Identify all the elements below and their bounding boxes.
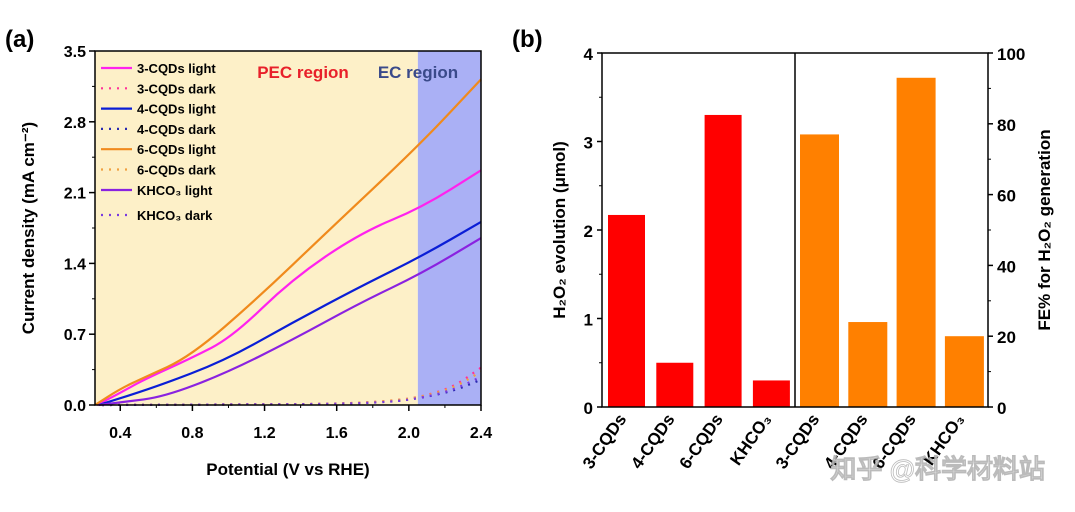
- category-label: KHCO₃: [726, 410, 775, 468]
- right-y-tick-label: 20: [997, 328, 1016, 347]
- fe-bar-2: [896, 77, 936, 407]
- right-y-tick-label: 40: [997, 257, 1016, 276]
- panel-label-a: (a): [5, 26, 34, 53]
- left-y-axis-label: H₂O₂ evolution (μmol): [550, 141, 569, 319]
- y-tick-label: 2.8: [64, 115, 86, 132]
- legend-label-7: KHCO₃ dark: [137, 208, 213, 223]
- category-label: 4-CQDs: [627, 410, 678, 472]
- y-tick-label: 0.7: [64, 327, 86, 344]
- left-y-tick-label: 0: [584, 399, 593, 418]
- ec-region-label: EC region: [378, 63, 458, 82]
- h2o2-bar-0: [608, 214, 645, 407]
- legend-label-5: 6-CQDs dark: [137, 163, 217, 178]
- y-axis-label: Current density (mA cm⁻²): [19, 122, 38, 334]
- fe-bar-3: [944, 336, 984, 407]
- x-tick-label: 1.6: [326, 425, 348, 442]
- watermark: 知乎 @科学材料站: [830, 454, 1045, 484]
- right-y-axis-label: FE% for H₂O₂ generation: [1035, 129, 1054, 330]
- x-tick-label: 0.4: [109, 425, 131, 442]
- fe-bar-0: [800, 134, 839, 408]
- right-y-tick-label: 60: [997, 187, 1016, 206]
- right-y-tick-label: 80: [997, 116, 1016, 135]
- panel-label-b: (b): [512, 26, 543, 53]
- x-tick-label: 0.8: [181, 425, 203, 442]
- left-y-tick-label: 1: [584, 311, 593, 330]
- legend-label-3: 4-CQDs dark: [137, 122, 217, 137]
- left-y-tick-label: 3: [584, 134, 593, 153]
- legend-label-4: 6-CQDs light: [137, 142, 216, 157]
- y-tick-label: 3.5: [64, 44, 86, 61]
- category-label: 3-CQDs: [772, 410, 823, 472]
- right-y-tick-label: 0: [997, 399, 1006, 418]
- series-line-2: [98, 220, 482, 407]
- legend-label-2: 4-CQDs light: [137, 102, 216, 117]
- h2o2-bar-1: [656, 362, 694, 407]
- pec-region-label: PEC region: [257, 63, 349, 82]
- x-axis-label: Potential (V vs RHE): [206, 460, 369, 479]
- h2o2-bar-2: [704, 114, 742, 407]
- right-y-tick-label: 100: [997, 45, 1025, 64]
- series-line-6: [98, 237, 482, 407]
- series-line-4: [94, 78, 482, 406]
- x-tick-label: 2.0: [398, 425, 420, 442]
- category-label: 6-CQDs: [676, 410, 727, 472]
- left-y-tick-label: 4: [584, 45, 594, 64]
- x-tick-label: 1.2: [253, 425, 275, 442]
- series-line-7: [102, 375, 482, 407]
- x-tick-label: 2.4: [470, 425, 492, 442]
- category-label: 3-CQDs: [579, 410, 630, 472]
- y-tick-label: 1.4: [64, 256, 86, 273]
- series-line-5: [102, 370, 482, 407]
- legend-label-6: KHCO₃ light: [137, 183, 213, 198]
- h2o2-bar-3: [752, 380, 790, 407]
- legend-label-0: 3-CQDs light: [137, 61, 216, 76]
- y-tick-label: 0.0: [64, 398, 86, 415]
- series-line-0: [96, 169, 482, 406]
- left-y-tick-label: 2: [584, 222, 593, 241]
- y-tick-label: 2.1: [64, 186, 86, 203]
- fe-bar-1: [848, 322, 888, 407]
- region-0: [95, 51, 418, 405]
- legend-label-1: 3-CQDs dark: [137, 81, 217, 96]
